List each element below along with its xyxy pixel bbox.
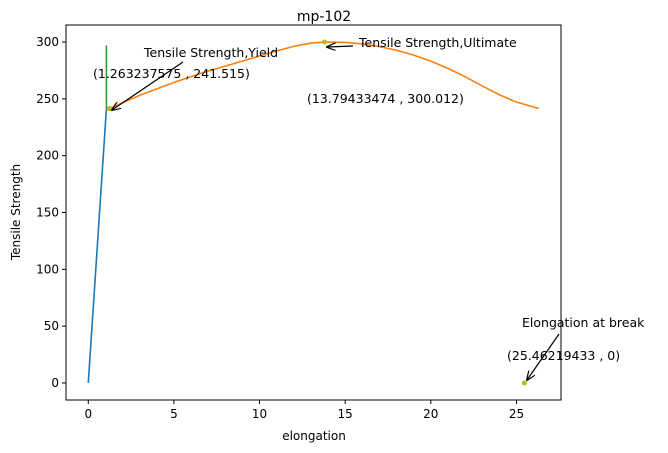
x-tick-label: 20 [423,407,438,421]
annotation-ultimate-arrow [327,46,354,47]
y-tick-label: 150 [36,206,59,220]
y-tick-label: 200 [36,149,59,163]
data-point-0 [107,105,113,112]
x-tick-label: 0 [84,407,92,421]
x-tick-label: 25 [509,407,524,421]
series-line-2 [106,41,539,111]
data-point-2 [521,380,527,386]
y-axis: 0 50 100 150 200 250 300 [36,35,66,390]
data-point-1 [321,39,328,45]
annotation-break-coords: (25.46219433 , 0) [507,348,620,363]
y-tick-label: 50 [44,319,59,333]
y-tick-label: 250 [36,92,59,106]
annotation-yield-arrow [112,61,184,110]
annotation-ultimate-label: Tensile Strength,Ultimate [358,35,517,50]
annotation-ultimate: Tensile Strength,Ultimate (13.79433474 ,… [307,35,517,106]
y-tick-label: 300 [36,35,59,49]
y-tick-label: 100 [36,262,59,276]
annotation-ultimate-coords: (13.79433474 , 300.012) [307,91,464,106]
plot-area [87,39,539,386]
annotation-break-label: Elongation at break [522,315,645,330]
x-tick-label: 10 [252,407,267,421]
annotation-yield-label: Tensile Strength,Yield [143,45,278,60]
y-tick-label: 0 [51,376,59,390]
chart-title: mp-102 [297,9,351,25]
y-axis-label: Tensile Strength [9,164,23,261]
annotation-yield: Tensile Strength,Yield (1.263237575 , 24… [93,45,278,110]
annotation-yield-coords: (1.263237575 , 241.515) [93,66,250,81]
series-line-0 [87,108,108,384]
plot-frame [65,24,562,401]
x-axis-label: elongation [282,429,346,443]
annotation-break: Elongation at break (25.46219433 , 0) [507,315,645,380]
x-tick-label: 5 [170,407,178,421]
x-axis: 0 5 10 15 20 25 [84,400,524,421]
x-tick-label: 15 [338,407,353,421]
annotation-break-arrow [527,333,560,380]
